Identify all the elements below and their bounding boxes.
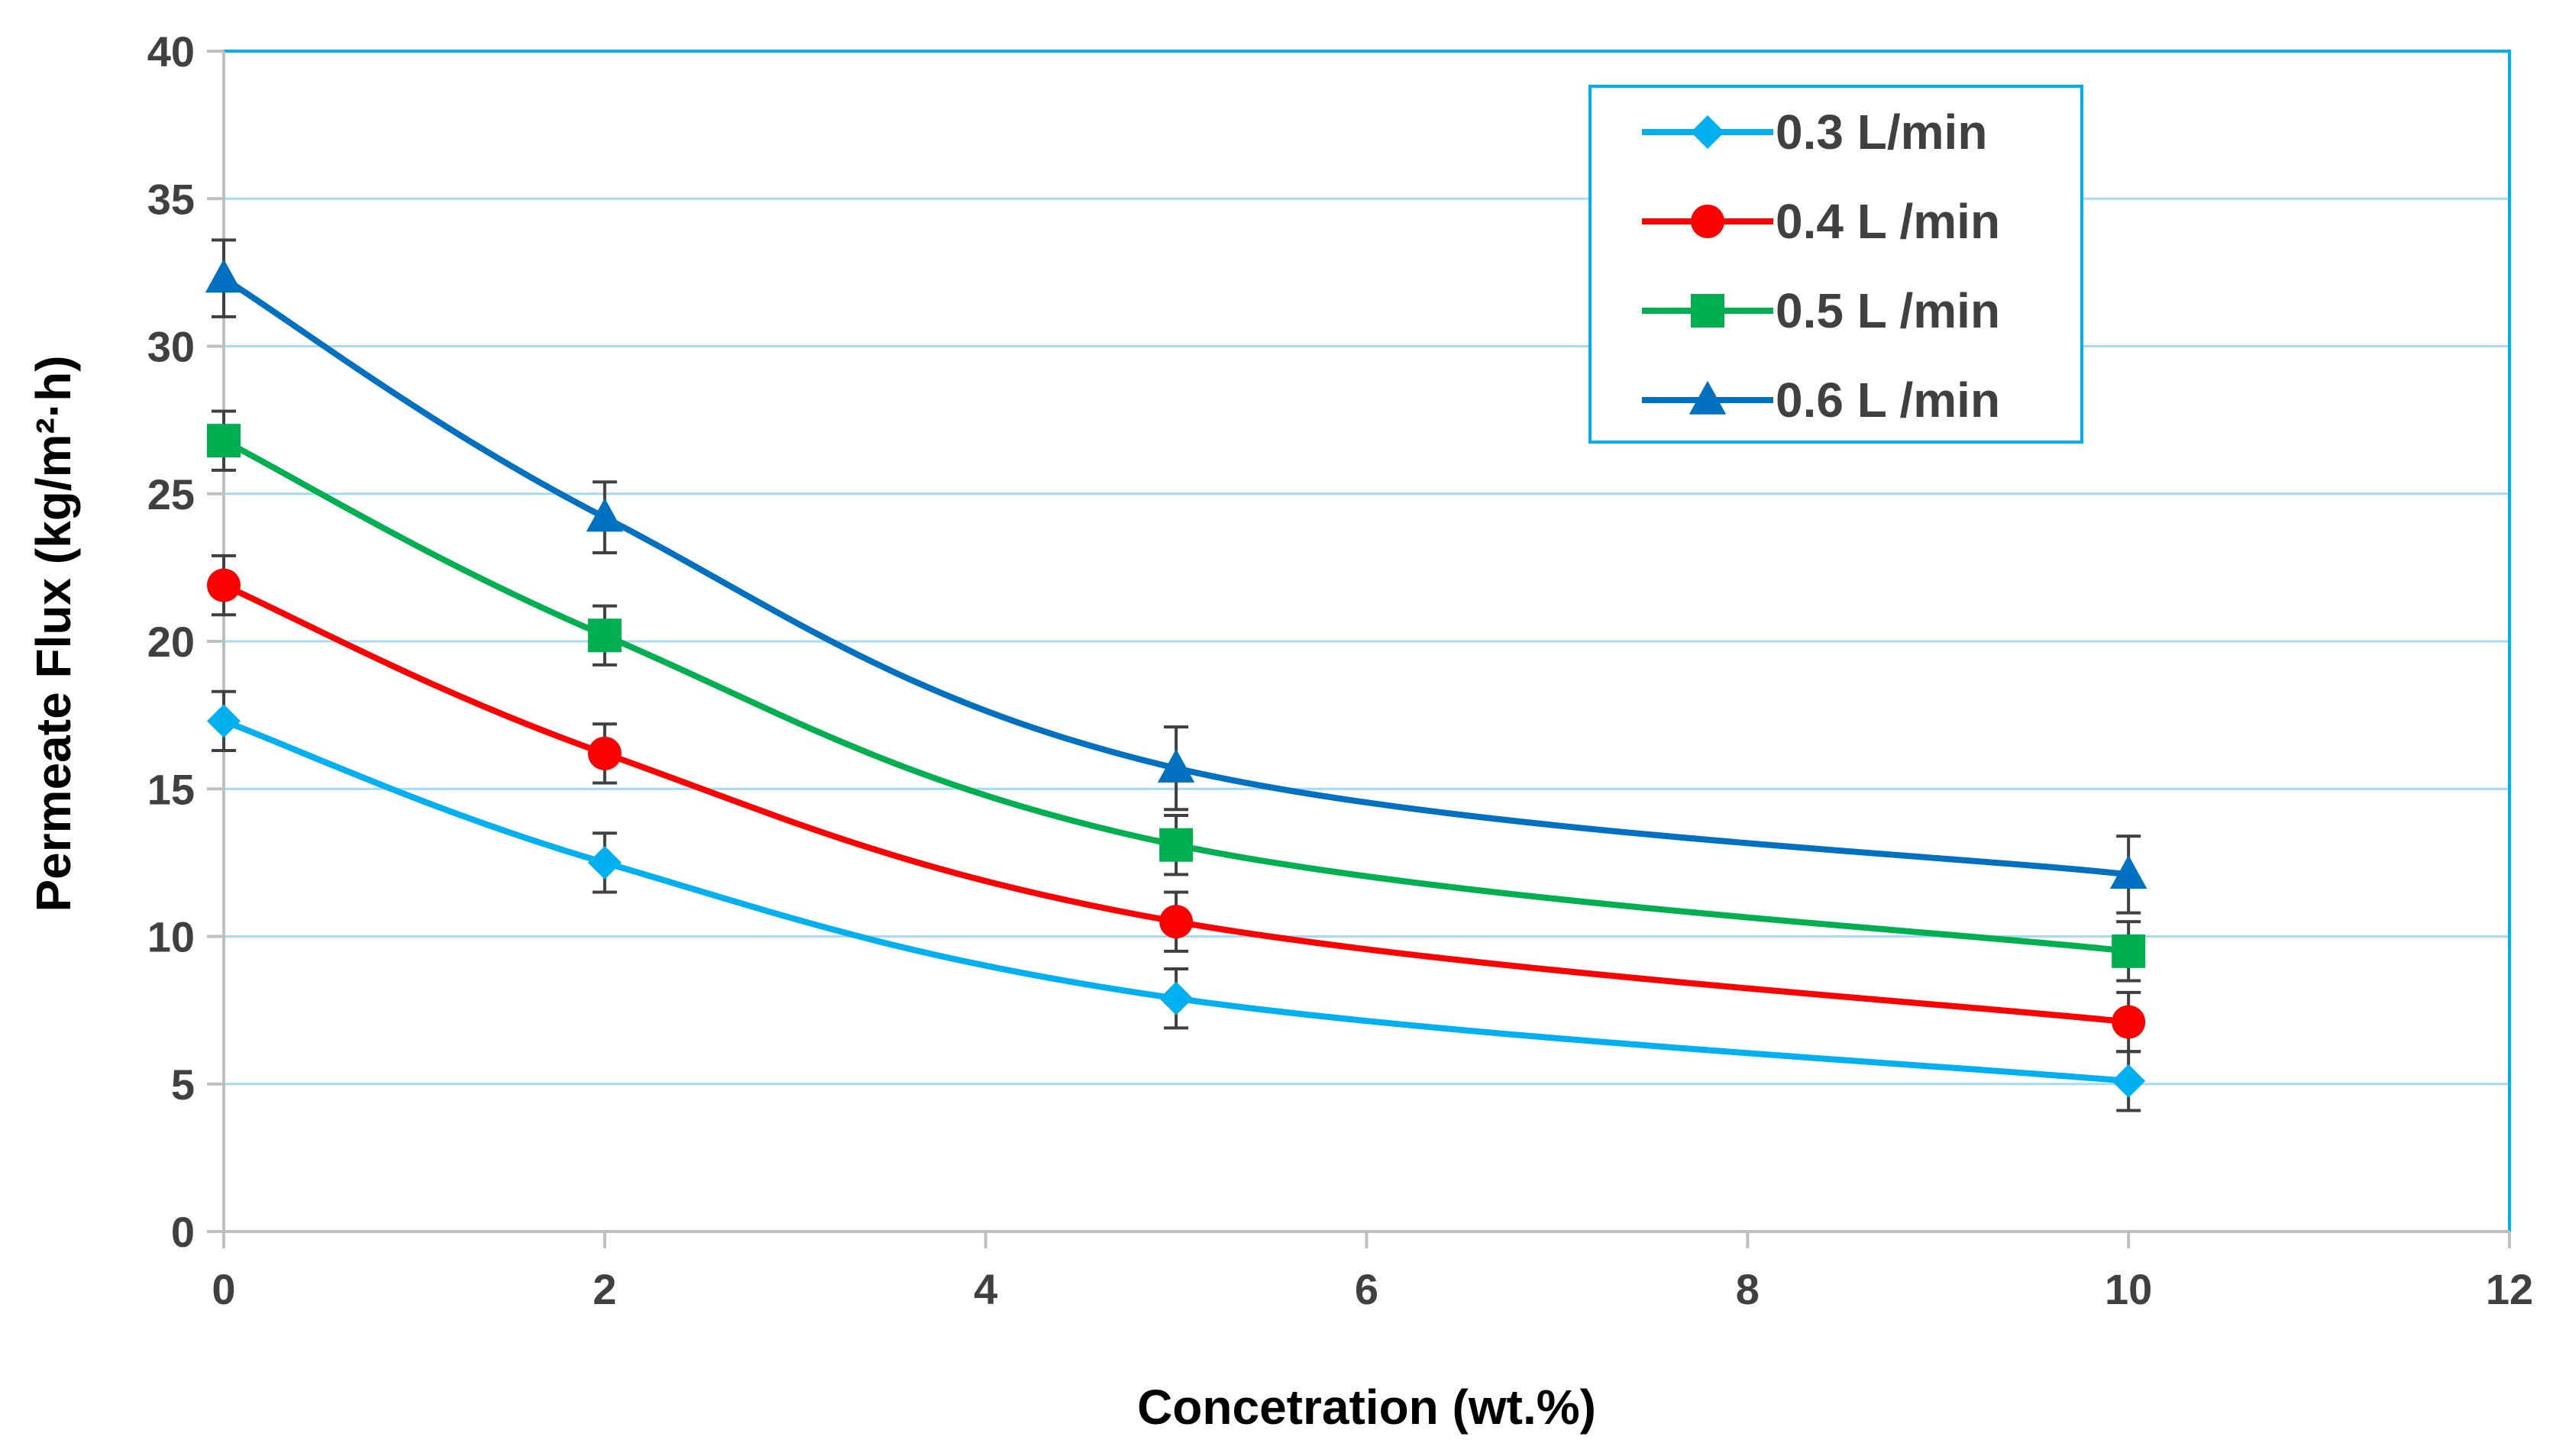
legend-marker bbox=[1691, 115, 1724, 149]
y-tick-label: 40 bbox=[147, 27, 195, 76]
data-point bbox=[2112, 1064, 2146, 1098]
y-axis-title: Permeate Flux (kg/m²·h) bbox=[26, 355, 81, 912]
data-point bbox=[1159, 828, 1194, 862]
legend-label: 0.5 L /min bbox=[1776, 283, 2000, 338]
data-point bbox=[586, 498, 624, 532]
legend-item: 0.4 L /min bbox=[1642, 194, 2000, 249]
x-tick-label: 2 bbox=[593, 1265, 616, 1313]
legend-item: 0.6 L /min bbox=[1642, 373, 2000, 428]
legend: 0.3 L/min 0.4 L /min 0.5 L /min 0.6 L /min bbox=[1588, 85, 2083, 444]
x-axis-title: Concetration (wt.%) bbox=[1137, 1380, 1596, 1435]
series-line bbox=[221, 275, 2132, 878]
legend-label: 0.4 L /min bbox=[1776, 194, 2000, 249]
x-tick-label: 6 bbox=[1355, 1265, 1378, 1313]
data-point bbox=[587, 845, 622, 880]
y-tick-label: 10 bbox=[147, 913, 195, 961]
data-point bbox=[2112, 1005, 2146, 1039]
data-point bbox=[2112, 934, 2146, 968]
y-tick-label: 5 bbox=[171, 1061, 195, 1109]
series-2 bbox=[207, 554, 2146, 1054]
legend-label: 0.6 L /min bbox=[1776, 373, 2000, 428]
series-line bbox=[221, 718, 2132, 1084]
y-tick-label: 25 bbox=[147, 470, 195, 518]
series-layer bbox=[205, 238, 2147, 1112]
y-tick-label: 20 bbox=[147, 618, 195, 666]
axes: 0 5 10 15 20 25 30 35 40 0 2 4 6 8 10 12 bbox=[147, 27, 2533, 1313]
series-4 bbox=[205, 238, 2147, 915]
legend-marker bbox=[1691, 294, 1724, 328]
legend-label: 0.3 L/min bbox=[1776, 105, 1987, 160]
data-point bbox=[1157, 748, 1195, 783]
gridlines bbox=[224, 50, 2509, 1086]
series-line bbox=[221, 437, 2132, 954]
data-point bbox=[207, 424, 241, 458]
data-point bbox=[207, 704, 241, 738]
x-tick-label: 8 bbox=[1736, 1265, 1760, 1313]
data-point bbox=[1159, 981, 1194, 1015]
legend-marker bbox=[1689, 380, 1727, 415]
series-line bbox=[221, 582, 2132, 1025]
x-tick-label: 10 bbox=[2105, 1265, 2152, 1313]
series-3 bbox=[207, 409, 2146, 983]
y-tick-label: 30 bbox=[147, 323, 195, 371]
data-point bbox=[205, 259, 243, 293]
data-point bbox=[587, 618, 622, 653]
legend-box bbox=[1588, 85, 2083, 444]
legend-item: 0.3 L/min bbox=[1642, 105, 1987, 160]
legend-item: 0.5 L /min bbox=[1642, 283, 2000, 338]
y-tick-label: 0 bbox=[171, 1208, 195, 1256]
data-point bbox=[587, 736, 622, 770]
data-point bbox=[2109, 855, 2147, 889]
x-tick-label: 4 bbox=[974, 1265, 997, 1313]
x-tick-label: 12 bbox=[2486, 1265, 2533, 1313]
y-tick-label: 35 bbox=[147, 175, 195, 223]
legend-marker bbox=[1691, 205, 1724, 238]
data-point bbox=[1159, 905, 1194, 939]
y-tick-label: 15 bbox=[147, 765, 195, 813]
data-point bbox=[207, 568, 241, 602]
x-tick-label: 0 bbox=[212, 1265, 235, 1313]
